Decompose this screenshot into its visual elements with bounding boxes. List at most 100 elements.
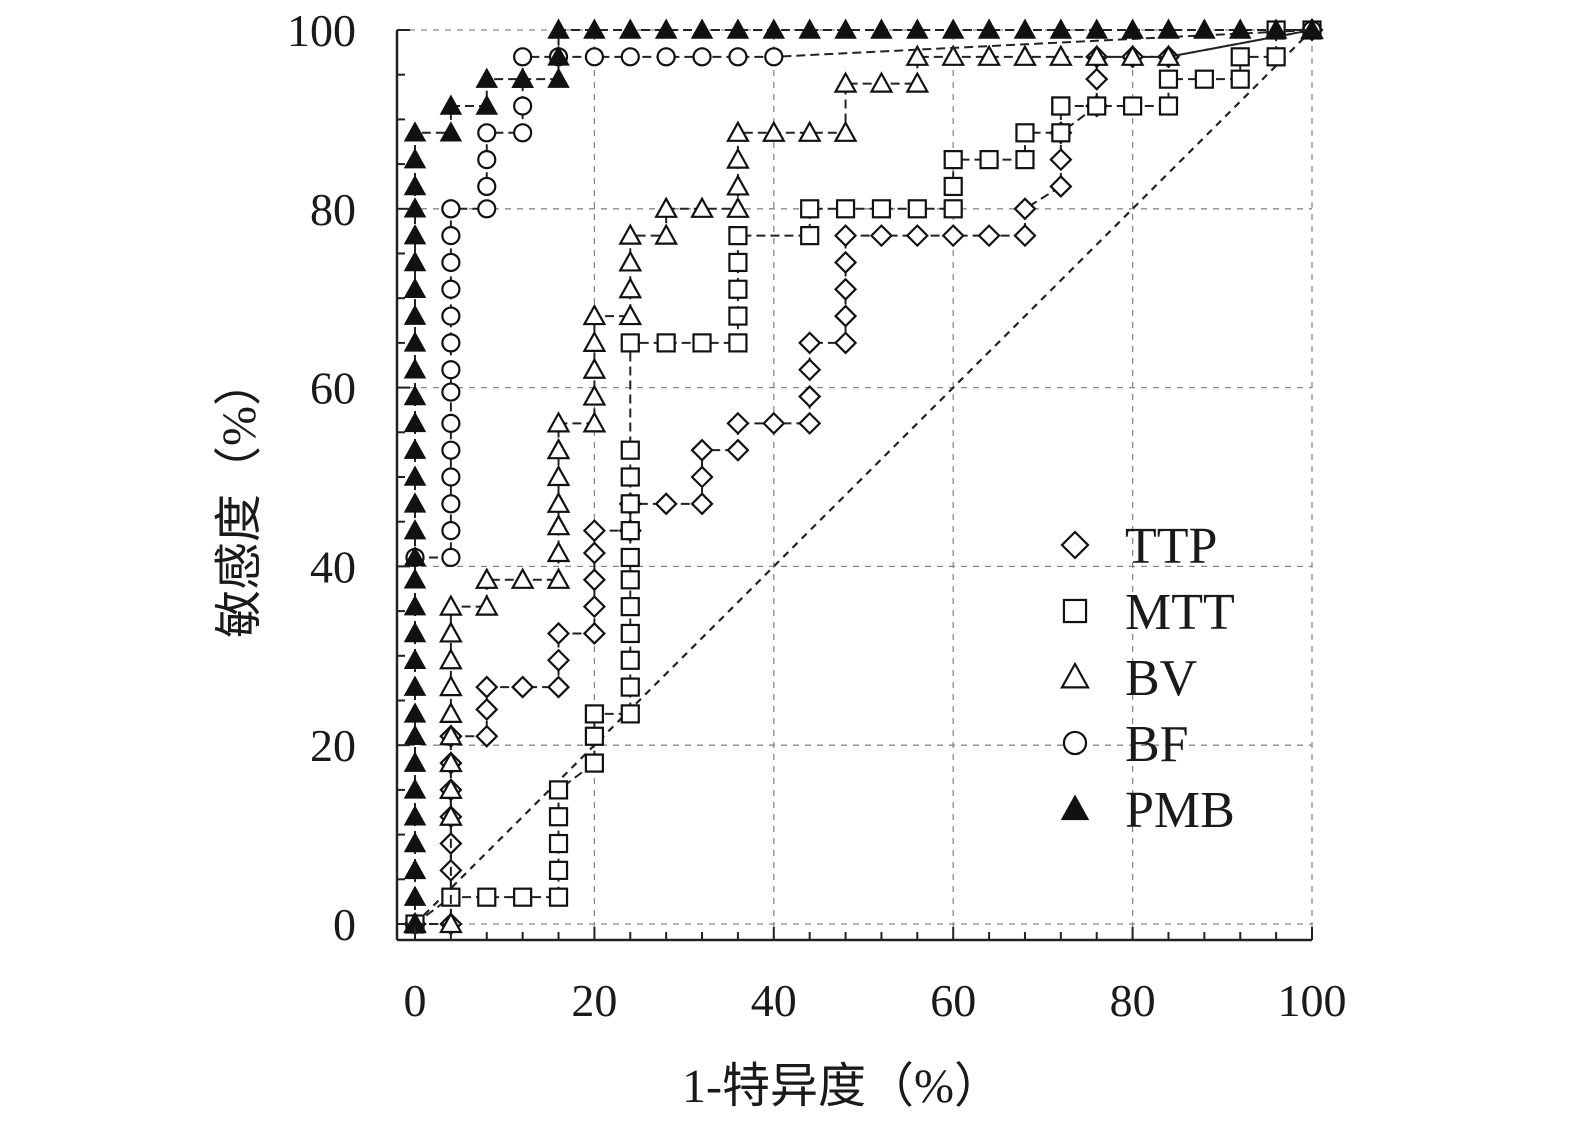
data-point-pmb: [403, 121, 427, 142]
data-point-bf: [477, 150, 497, 170]
data-point-ttp: [690, 465, 714, 489]
data-point-mtt: [620, 547, 640, 568]
x-tick-label: 80: [1110, 975, 1156, 1026]
data-point-bv: [1156, 44, 1181, 66]
data-point-bv: [869, 71, 894, 93]
data-point-pmb: [1300, 18, 1324, 39]
x-tick-label: 40: [751, 975, 797, 1026]
series-pmb: [403, 18, 1324, 933]
data-point-pmb: [403, 148, 427, 169]
data-point-ttp: [726, 411, 750, 435]
data-point-ttp: [1085, 67, 1109, 91]
data-point-pmb: [906, 18, 929, 39]
data-point-mtt: [1051, 96, 1071, 116]
data-point-bv: [546, 491, 571, 513]
data-point-bf: [441, 360, 461, 380]
data-point-bv: [941, 44, 966, 66]
data-point-pmb: [475, 67, 499, 88]
data-point-bv: [618, 250, 643, 272]
data-point-mtt: [728, 279, 748, 299]
legend-marker-bf: [1062, 730, 1088, 756]
data-point-bv: [582, 330, 607, 352]
data-point-bv: [439, 621, 463, 643]
data-point-pmb: [403, 250, 427, 272]
series-layer: [403, 17, 1324, 936]
data-point-pmb: [547, 18, 570, 39]
data-point-bf: [441, 494, 461, 514]
legend-label-mtt: MTT: [1125, 584, 1235, 641]
data-point-mtt: [584, 753, 605, 773]
data-point-bv: [474, 594, 499, 616]
data-point-mtt: [548, 807, 569, 827]
data-point-mtt: [1194, 69, 1214, 89]
data-point-ttp: [798, 384, 822, 409]
data-point-pmb: [403, 331, 427, 352]
chance-diagonal-line: [414, 29, 1313, 925]
data-point-pmb: [403, 702, 427, 723]
data-point-pmb: [1085, 18, 1108, 39]
data-point-mtt: [835, 199, 856, 219]
data-point-pmb: [511, 67, 534, 88]
data-point-pmb: [798, 18, 821, 39]
data-point-pmb: [403, 858, 427, 880]
data-point-bf: [513, 96, 533, 116]
y-tick-label: 60: [310, 363, 356, 414]
data-point-pmb: [403, 778, 427, 799]
legend-marker-ttp: [1060, 530, 1090, 560]
data-point-mtt: [620, 570, 640, 590]
data-point-ttp: [798, 331, 822, 355]
data-point-ttp: [475, 724, 499, 748]
data-point-bf: [441, 306, 461, 326]
data-point-pmb: [941, 18, 965, 39]
data-point-bv: [977, 44, 1001, 66]
tick-label-layer: 0 20 40 60 80 100 0 20 40 60 80 100: [287, 5, 1347, 1026]
data-point-bv: [618, 223, 643, 245]
data-point-bf: [477, 199, 497, 219]
data-point-pmb: [403, 831, 427, 853]
data-point-mtt: [620, 333, 640, 353]
data-point-bv: [582, 303, 607, 326]
data-point-mtt: [943, 199, 963, 219]
data-point-bv: [761, 120, 786, 142]
data-point-bv: [833, 71, 858, 93]
data-point-bf: [441, 440, 461, 460]
data-point-bf: [441, 199, 461, 219]
data-point-pmb: [1013, 18, 1037, 39]
data-point-bf: [477, 123, 497, 143]
data-point-mtt: [620, 440, 640, 460]
data-point-ttp: [582, 519, 606, 543]
data-point-pmb: [1121, 18, 1144, 39]
data-point-bv: [546, 464, 571, 487]
data-point-mtt: [620, 521, 640, 541]
legend-label-bv: BV: [1125, 650, 1197, 707]
data-point-mtt: [979, 150, 999, 170]
data-point-bv: [797, 120, 822, 142]
data-point-pmb: [619, 18, 642, 39]
y-tick-label: 100: [287, 5, 356, 56]
data-point-bf: [692, 47, 712, 67]
axes-layer: [395, 29, 1313, 942]
legend-item-ttp: TTP: [1060, 518, 1217, 575]
data-point-mtt: [1158, 69, 1179, 89]
data-point-pmb: [403, 358, 427, 379]
data-point-pmb: [1193, 18, 1216, 39]
data-point-bv: [726, 147, 750, 169]
x-axis-title: 1-特异度（%）: [682, 1060, 1002, 1113]
data-point-mtt: [1230, 47, 1250, 67]
legend-marker-mtt: [1062, 598, 1088, 624]
x-tick-label: 100: [1278, 975, 1347, 1026]
data-point-pmb: [403, 675, 427, 696]
data-point-bv: [546, 513, 571, 536]
data-point-bf: [513, 47, 533, 67]
y-tick-label: 80: [310, 184, 356, 235]
data-point-ttp: [834, 277, 858, 301]
data-point-bv: [582, 411, 607, 433]
data-point-pmb: [403, 595, 427, 616]
data-point-mtt: [692, 333, 712, 353]
data-point-pmb: [654, 18, 678, 39]
data-point-pmb: [834, 18, 857, 39]
data-point-mtt: [728, 333, 748, 353]
data-point-pmb: [1157, 18, 1180, 39]
data-point-mtt: [620, 597, 640, 617]
data-point-pmb: [403, 224, 427, 245]
